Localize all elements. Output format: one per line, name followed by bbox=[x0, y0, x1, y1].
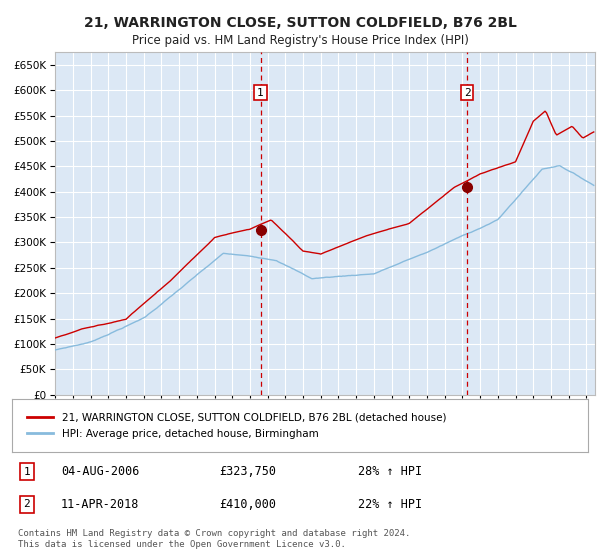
Text: 1: 1 bbox=[23, 467, 30, 477]
Text: 28% ↑ HPI: 28% ↑ HPI bbox=[358, 465, 422, 478]
Text: 1: 1 bbox=[257, 88, 264, 97]
Text: Price paid vs. HM Land Registry's House Price Index (HPI): Price paid vs. HM Land Registry's House … bbox=[131, 34, 469, 46]
Text: 22% ↑ HPI: 22% ↑ HPI bbox=[358, 498, 422, 511]
Text: 2: 2 bbox=[23, 500, 30, 510]
Text: £410,000: £410,000 bbox=[220, 498, 277, 511]
Legend: 21, WARRINGTON CLOSE, SUTTON COLDFIELD, B76 2BL (detached house), HPI: Average p: 21, WARRINGTON CLOSE, SUTTON COLDFIELD, … bbox=[23, 409, 450, 443]
Text: 11-APR-2018: 11-APR-2018 bbox=[61, 498, 139, 511]
Text: 04-AUG-2006: 04-AUG-2006 bbox=[61, 465, 139, 478]
Text: Contains HM Land Registry data © Crown copyright and database right 2024.
This d: Contains HM Land Registry data © Crown c… bbox=[18, 529, 410, 549]
Text: 2: 2 bbox=[464, 88, 470, 97]
Text: 21, WARRINGTON CLOSE, SUTTON COLDFIELD, B76 2BL: 21, WARRINGTON CLOSE, SUTTON COLDFIELD, … bbox=[83, 16, 517, 30]
Text: £323,750: £323,750 bbox=[220, 465, 277, 478]
